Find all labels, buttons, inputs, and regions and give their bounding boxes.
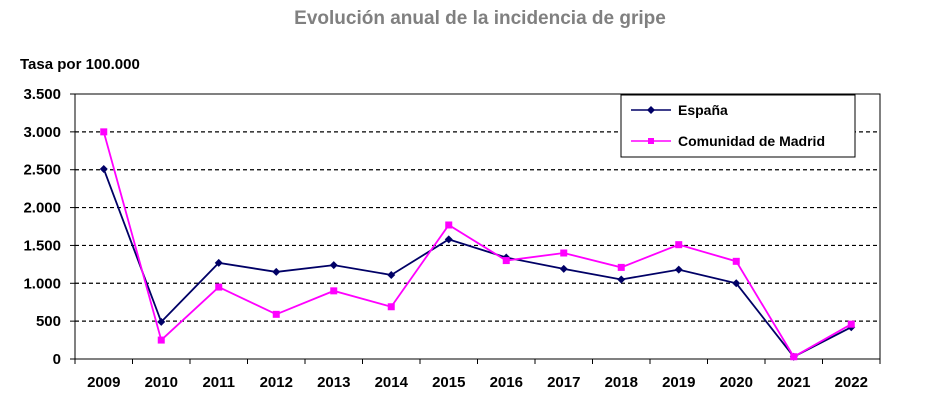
y-tick-label: 1.500 xyxy=(23,237,61,254)
legend-box xyxy=(620,94,856,158)
gridlines xyxy=(75,131,880,322)
data-point-espana xyxy=(559,264,568,273)
x-tick-label: 2009 xyxy=(87,374,120,391)
y-tick-label: 3.000 xyxy=(23,124,61,141)
data-point-espana xyxy=(732,279,741,288)
x-tick-label: 2021 xyxy=(777,374,810,391)
data-point-madrid xyxy=(157,336,165,344)
y-tick-label: 0 xyxy=(53,351,61,368)
data-point-madrid xyxy=(330,287,338,295)
data-point-madrid xyxy=(100,128,108,136)
x-tick-label: 2016 xyxy=(490,374,523,391)
legend-madrid-label: Comunidad de Madrid xyxy=(678,133,825,149)
data-point-espana xyxy=(99,164,108,173)
data-point-espana xyxy=(387,270,396,279)
x-tick-label: 2022 xyxy=(835,374,868,391)
x-tick-label: 2012 xyxy=(260,374,293,391)
x-tick-label: 2014 xyxy=(375,374,409,391)
x-axis-ticks: 2009 2010 2011 2012 2013 2014 2015 2016 2017 2018… xyxy=(74,359,881,391)
data-point-espana xyxy=(272,267,281,276)
legend-madrid-marker-icon xyxy=(648,138,654,144)
x-tick-label: 2011 xyxy=(202,374,235,391)
legend-espana-label: España xyxy=(678,102,728,118)
chart-title: Evolución anual de la incidencia de grip… xyxy=(294,8,666,29)
series-line-1 xyxy=(102,131,852,358)
x-tick-label: 2015 xyxy=(432,374,465,391)
y-tick-label: 3.500 xyxy=(23,86,61,103)
data-point-madrid xyxy=(790,353,798,361)
y-tick-label: 2.000 xyxy=(23,200,61,217)
x-tick-label: 2013 xyxy=(317,374,350,391)
y-axis-ticks: 0 500 1.000 1.500 2.000 2.500 3.000 3.500 xyxy=(23,86,75,368)
x-tick-label: 2019 xyxy=(662,374,695,391)
data-point-espana xyxy=(214,258,223,267)
y-tick-label: 1.000 xyxy=(23,275,61,292)
data-point-espana xyxy=(444,235,453,244)
data-point-madrid xyxy=(387,303,395,311)
data-point-espana xyxy=(617,275,626,284)
y-tick-label: 2.500 xyxy=(23,162,61,179)
legend-espana-marker-icon xyxy=(647,106,655,114)
series-line-0 xyxy=(102,168,852,358)
x-tick-label: 2017 xyxy=(547,374,580,391)
series-group xyxy=(99,128,856,361)
data-point-madrid xyxy=(272,310,280,318)
x-tick-label: 2010 xyxy=(145,374,178,391)
data-point-espana xyxy=(674,265,683,274)
data-point-madrid xyxy=(617,263,625,271)
data-point-madrid xyxy=(445,221,453,229)
data-point-madrid xyxy=(675,241,683,249)
data-point-madrid xyxy=(560,249,568,257)
y-axis-label: Tasa por 100.000 xyxy=(20,56,140,73)
data-point-espana xyxy=(157,317,166,326)
data-point-espana xyxy=(329,261,338,270)
x-tick-label: 2020 xyxy=(720,374,753,391)
data-point-madrid xyxy=(502,257,510,265)
data-point-madrid xyxy=(215,283,223,291)
data-point-madrid xyxy=(732,257,740,265)
x-tick-label: 2018 xyxy=(605,374,638,391)
data-point-madrid xyxy=(847,320,855,328)
y-tick-label: 500 xyxy=(36,313,61,330)
legend: España Comunidad de Madrid xyxy=(620,94,856,158)
